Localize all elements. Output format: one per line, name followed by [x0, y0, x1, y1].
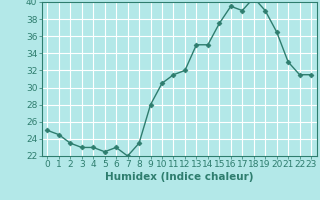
X-axis label: Humidex (Indice chaleur): Humidex (Indice chaleur): [105, 172, 253, 182]
